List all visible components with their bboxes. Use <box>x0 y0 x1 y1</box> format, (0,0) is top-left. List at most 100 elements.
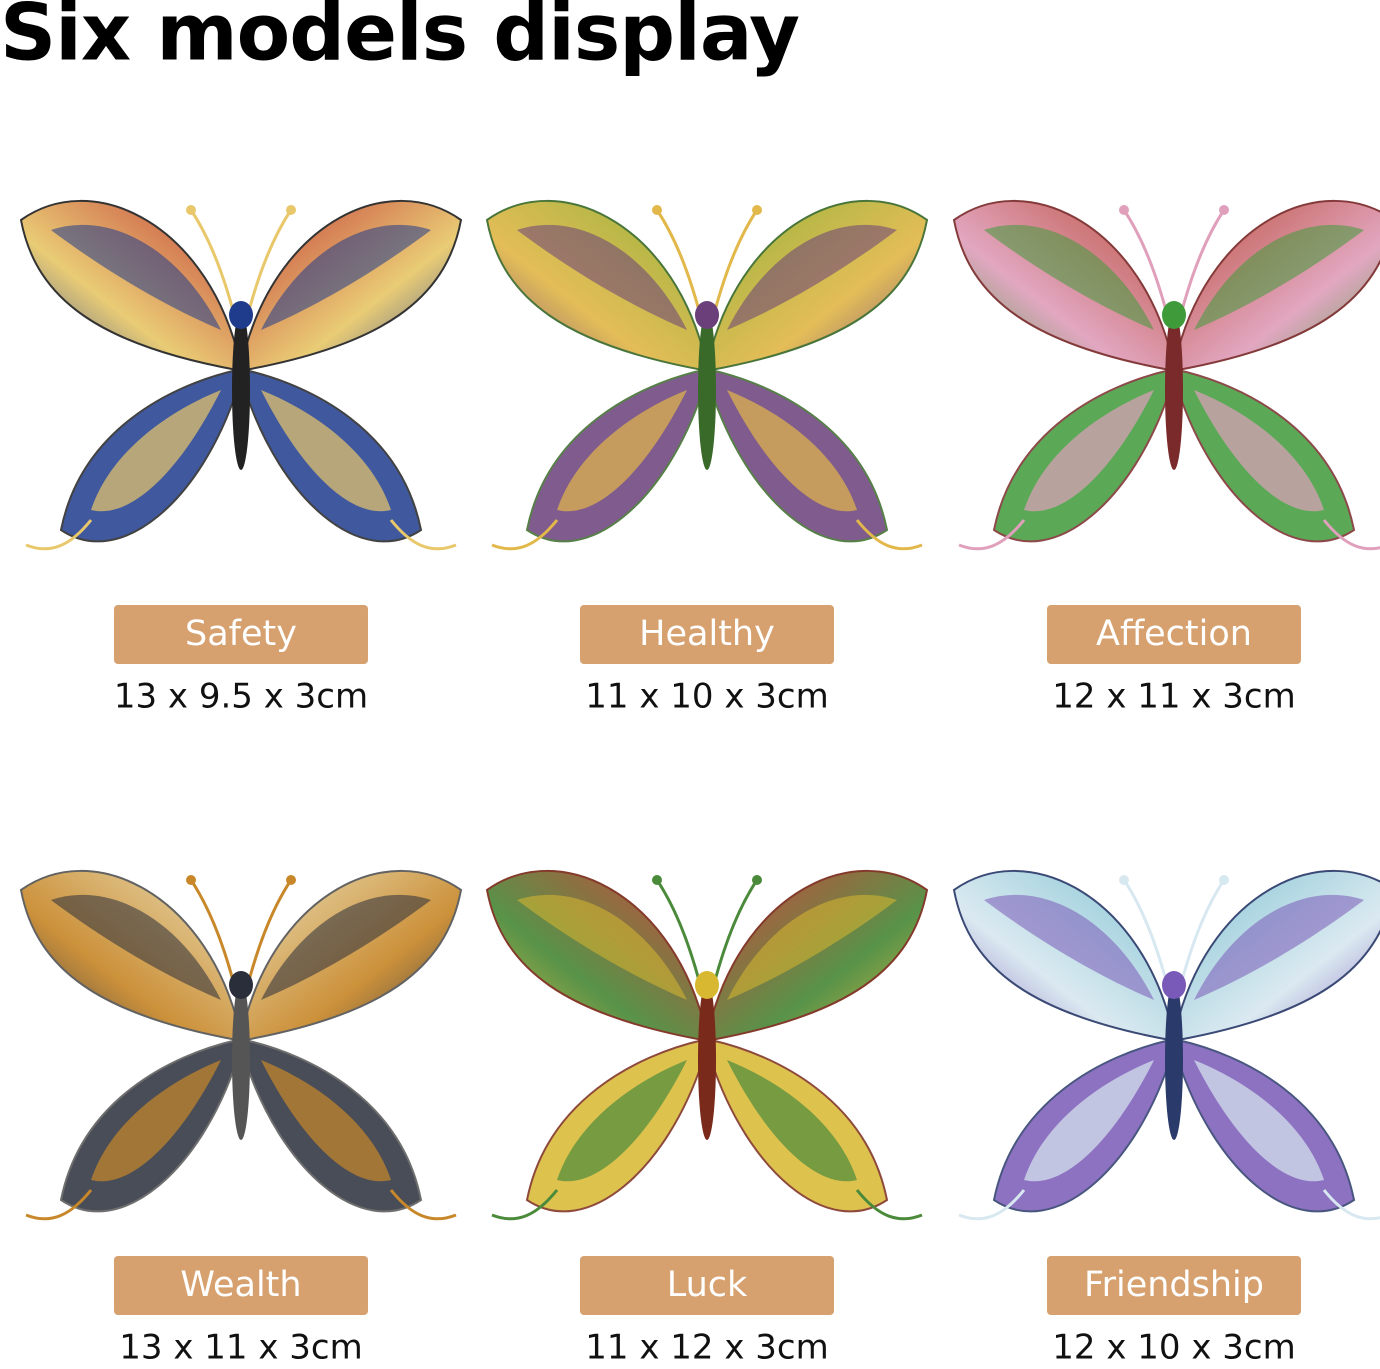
upper-wing <box>19 869 238 1042</box>
antenna-tip <box>186 205 196 215</box>
body <box>1165 310 1183 470</box>
tail <box>1322 1189 1380 1221</box>
wing-pair <box>242 199 463 551</box>
model-label-background <box>580 1256 834 1315</box>
model-size: 12 x 10 x 3cm <box>1052 1328 1295 1366</box>
tail <box>1322 519 1380 551</box>
lower-wing-pattern <box>727 390 857 512</box>
tail <box>958 1189 1026 1221</box>
tail <box>958 519 1026 551</box>
lower-wing-pattern <box>557 1060 687 1182</box>
upper-wing-pattern <box>984 894 1154 1000</box>
model-name: Friendship <box>1084 1265 1264 1305</box>
model-size: 11 x 10 x 3cm <box>585 677 828 717</box>
lower-wing-pattern <box>91 390 221 512</box>
head <box>1162 301 1186 329</box>
upper-wing-pattern <box>517 224 687 330</box>
lower-wing-pattern <box>261 390 391 512</box>
upper-wing <box>710 199 929 372</box>
upper-wing-pattern <box>517 894 687 1000</box>
butterfly-illustration <box>19 869 463 1221</box>
tail <box>855 1189 923 1221</box>
butterfly-illustration <box>19 199 463 551</box>
model-size: 12 x 11 x 3cm <box>1052 677 1295 717</box>
butterfly-illustration <box>952 869 1380 1221</box>
title: Six models display <box>0 0 799 78</box>
antenna-tip <box>652 875 662 885</box>
antenna-tip <box>1219 205 1229 215</box>
antenna-tip <box>752 205 762 215</box>
lower-wing-pattern <box>91 1060 221 1182</box>
body <box>232 310 250 470</box>
model-label-background <box>1047 605 1301 664</box>
model-name: Affection <box>1096 614 1252 654</box>
head <box>1162 971 1186 999</box>
wing-pair <box>485 869 706 1221</box>
head <box>695 301 719 329</box>
upper-wing-pattern <box>261 224 431 330</box>
upper-wing <box>244 869 463 1042</box>
antenna-tip <box>652 205 662 215</box>
butterfly-illustration <box>485 199 929 551</box>
lower-wing-pattern <box>727 1060 857 1182</box>
antenna-tip <box>286 205 296 215</box>
wing-pair <box>1175 199 1380 551</box>
wing-pair <box>19 199 240 551</box>
head <box>229 301 253 329</box>
wing-pair <box>1175 869 1380 1221</box>
upper-wing <box>952 869 1171 1042</box>
upper-wing <box>485 869 704 1042</box>
wing-pair <box>952 869 1173 1221</box>
wing-pair <box>708 199 929 551</box>
upper-wing <box>485 199 704 372</box>
body <box>1165 980 1183 1140</box>
upper-wing <box>244 199 463 372</box>
head <box>229 971 253 999</box>
lower-wing-pattern <box>1024 1060 1154 1182</box>
body <box>698 980 716 1140</box>
upper-wing-pattern <box>984 224 1154 330</box>
wing-pair <box>952 199 1173 551</box>
upper-wing-pattern <box>261 894 431 1000</box>
antenna-tip <box>1219 875 1229 885</box>
lower-wing-pattern <box>1024 390 1154 512</box>
upper-wing <box>952 199 1171 372</box>
lower-wing-pattern <box>261 1060 391 1182</box>
butterfly-illustration <box>485 869 929 1221</box>
lower-wing-pattern <box>1194 390 1324 512</box>
antenna-tip <box>1119 205 1129 215</box>
model-size: 13 x 11 x 3cm <box>119 1328 362 1366</box>
upper-wing <box>19 199 238 372</box>
tail <box>855 519 923 551</box>
tail <box>389 519 457 551</box>
tail <box>491 1189 559 1221</box>
head <box>695 971 719 999</box>
wing-pair <box>19 869 240 1221</box>
body <box>232 980 250 1140</box>
antenna-tip <box>186 875 196 885</box>
antenna-tip <box>286 875 296 885</box>
model-size: 13 x 9.5 x 3cm <box>114 677 368 717</box>
upper-wing-pattern <box>1194 894 1364 1000</box>
tail <box>25 519 93 551</box>
upper-wing-pattern <box>727 894 897 1000</box>
tail <box>25 1189 93 1221</box>
upper-wing <box>710 869 929 1042</box>
antenna-tip <box>752 875 762 885</box>
wing-pair <box>708 869 929 1221</box>
lower-wing-pattern <box>557 390 687 512</box>
upper-wing-pattern <box>51 894 221 1000</box>
body <box>698 310 716 470</box>
lower-wing-pattern <box>1194 1060 1324 1182</box>
wing-pair <box>242 869 463 1221</box>
model-name: Wealth <box>180 1265 301 1305</box>
upper-wing-pattern <box>1194 224 1364 330</box>
antenna-tip <box>1119 875 1129 885</box>
model-label-background <box>114 605 368 664</box>
model-name: Safety <box>185 614 297 654</box>
tail <box>389 1189 457 1221</box>
butterfly-illustration <box>952 199 1380 551</box>
wing-pair <box>485 199 706 551</box>
